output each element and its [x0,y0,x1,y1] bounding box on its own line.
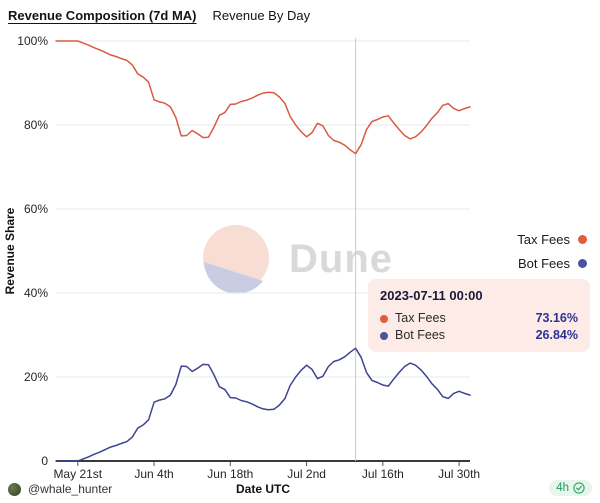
tax-fees-dot-icon [578,235,587,244]
watermark-text: Dune [289,237,393,281]
tab-revenue-composition[interactable]: Revenue Composition (7d MA) [8,8,197,23]
dune-watermark: Dune [203,225,393,294]
author-handle: @whale_hunter [28,482,113,496]
x-axis-label: Jun 4th [134,467,173,481]
x-axis-label: Jun 18th [207,467,253,481]
legend: Tax Fees Bot Fees [517,232,587,271]
y-axis-label: 80% [24,118,48,132]
chart-series [55,40,471,462]
author-avatar [8,482,21,496]
y-axis-label: 60% [24,202,48,216]
chart-grid: 100% 80% 60% 40% 20% 0 May 21st Jun 4th Jun 18th… [17,34,480,481]
x-axis-label: Jul 30th [438,467,480,481]
y-axis-label: 40% [24,286,48,300]
tooltip-row-bot-fees: Bot Fees 26.84% [380,327,578,344]
freshness-age: 4h [556,482,569,494]
x-axis-label: Jul 16th [362,467,404,481]
hover-tooltip: 2023-07-11 00:00 Tax Fees 73.16% Bot Fee… [368,279,590,352]
chart-title-tabs: Revenue Composition (7d MA) Revenue By D… [8,8,310,23]
bot-fees-dot-icon [578,259,587,268]
bot-fees-line [55,347,471,462]
tax-fees-line [55,40,471,155]
tooltip-value: 26.84% [535,328,578,342]
legend-item-tax-fees[interactable]: Tax Fees [517,232,587,247]
check-circle-icon [573,482,585,494]
x-axis-title: Date UTC [236,482,290,496]
tooltip-label: Bot Fees [395,328,446,342]
tooltip-label: Tax Fees [395,311,446,325]
x-axis-label: Jul 2nd [287,467,326,481]
tooltip-value: 73.16% [535,311,578,325]
y-axis-label: 20% [24,370,48,384]
y-axis-label: 0 [41,454,48,468]
tax-fees-dot-icon [380,314,388,323]
legend-label: Bot Fees [517,256,570,271]
tab-revenue-by-day[interactable]: Revenue By Day [212,8,311,23]
legend-item-bot-fees[interactable]: Bot Fees [518,256,587,271]
x-axis-label: May 21st [53,467,102,481]
bot-fees-dot-icon [380,331,388,340]
watermark-pie-lavender [204,262,263,294]
tooltip-row-tax-fees: Tax Fees 73.16% [380,310,578,327]
tooltip-date: 2023-07-11 00:00 [380,288,483,303]
y-axis-title: Revenue Share [3,207,17,294]
freshness-badge[interactable]: 4h [549,480,592,496]
author-credit[interactable]: @whale_hunter [8,482,112,496]
legend-label: Tax Fees [517,232,570,247]
y-axis-label: 100% [17,34,48,48]
